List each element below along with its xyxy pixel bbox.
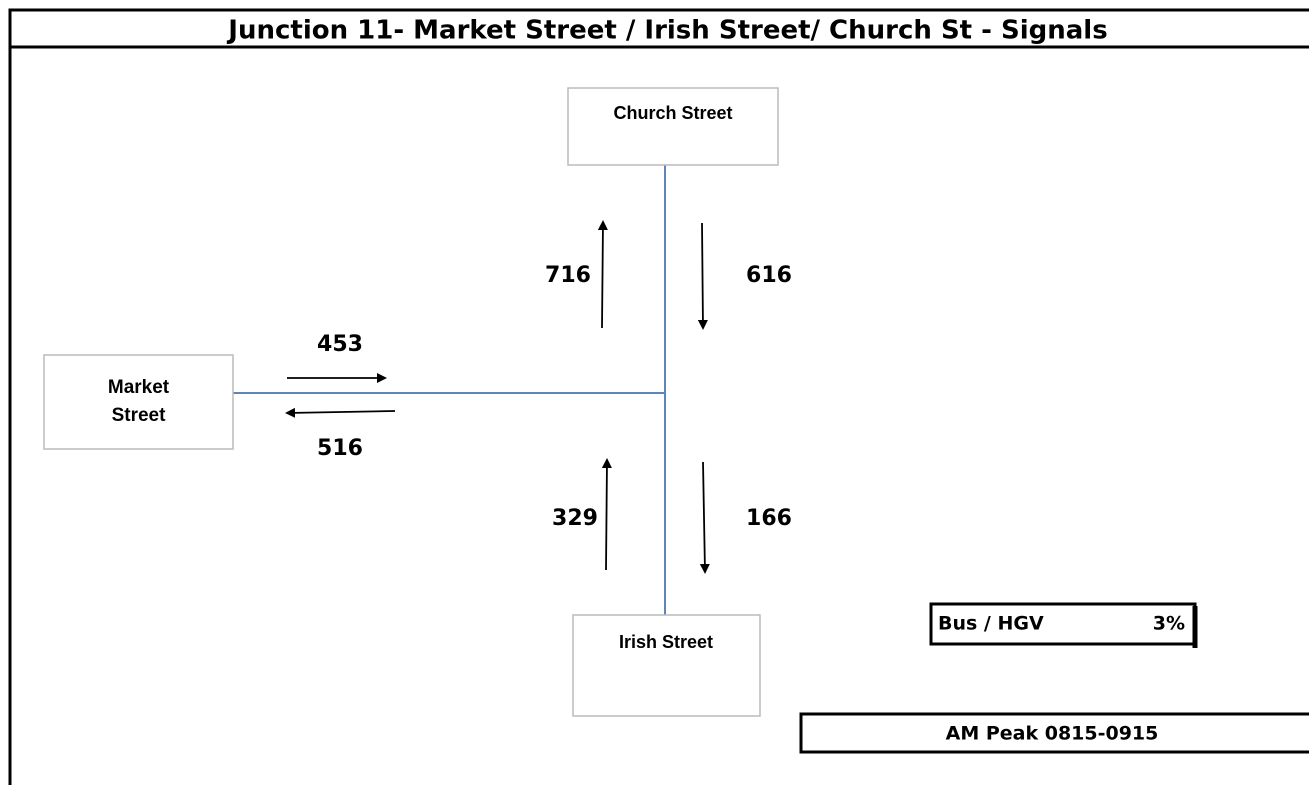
- period-label: AM Peak 0815-0915: [946, 723, 1159, 745]
- node-label: Irish Street: [619, 632, 713, 652]
- flow-arrow: [597, 220, 608, 329]
- info-value: 3%: [1153, 613, 1185, 635]
- title: Junction 11- Market Street / Irish Stree…: [226, 16, 1107, 46]
- flow-arrow: [699, 461, 710, 574]
- flow-arrow: [285, 407, 396, 418]
- info-label: Bus / HGV: [938, 613, 1044, 635]
- node-box: [572, 614, 761, 717]
- flow-label: 516: [317, 436, 363, 461]
- flow-label: 716: [545, 263, 591, 288]
- node-label: Market Street: [107, 377, 170, 426]
- node-box: [43, 354, 234, 450]
- flow-label: 453: [317, 332, 363, 357]
- flow-label: 616: [746, 263, 792, 288]
- flow-label: 166: [746, 506, 792, 531]
- flow-arrow: [601, 458, 612, 571]
- flow-arrow: [697, 222, 708, 330]
- node-label-wrap: Market Street: [107, 377, 170, 426]
- period-box: [799, 712, 1309, 754]
- node-box: [567, 87, 779, 166]
- flow-label: 329: [552, 506, 598, 531]
- node-label: Church Street: [613, 103, 732, 123]
